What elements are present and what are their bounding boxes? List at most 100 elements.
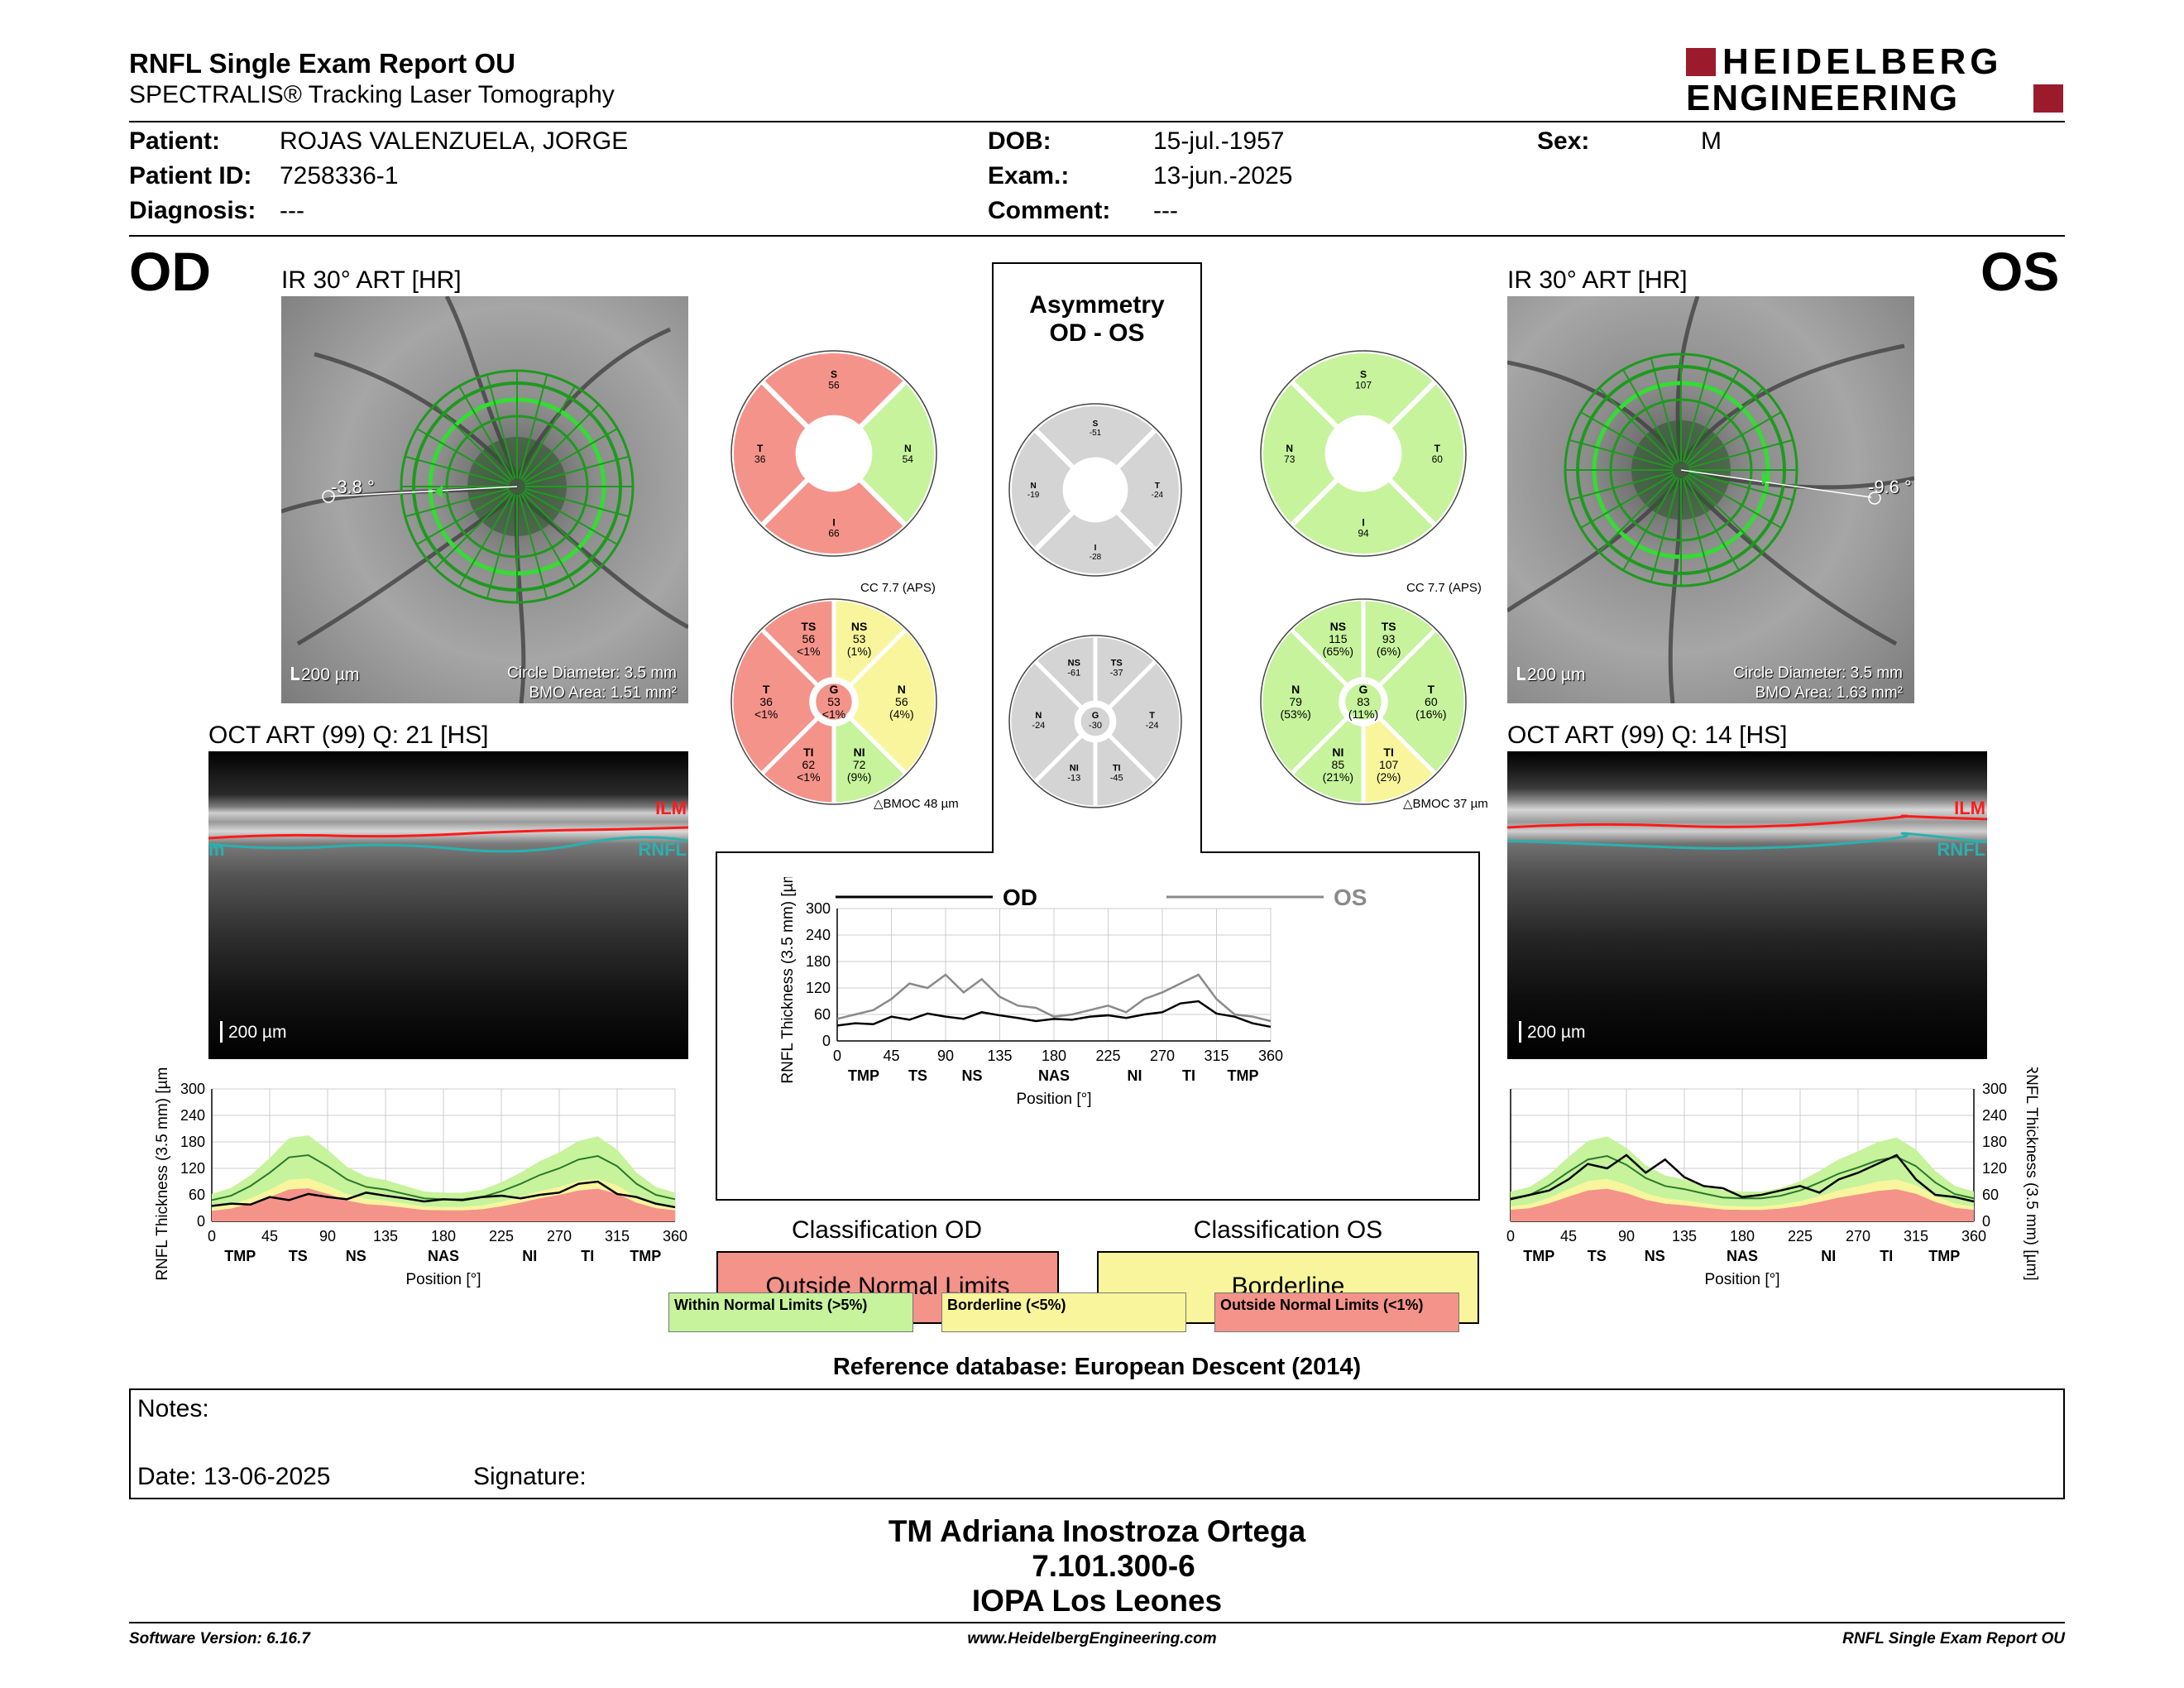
os-chart-ytick-label: 0 <box>1982 1213 1990 1230</box>
os-chart-xtick-label: 180 <box>1730 1228 1755 1244</box>
os-fundus-overlay <box>1507 296 1914 703</box>
od-chart-ytick-label: 180 <box>180 1134 205 1150</box>
asymmetry-title: Asymmetry OD - OS <box>1029 291 1165 347</box>
asym-chart-sector-label: TMP <box>848 1067 879 1084</box>
asym-chart-sector-label: TMP <box>1228 1067 1259 1084</box>
asymmetry-quadrant-i-label: I -28 <box>1090 544 1102 562</box>
od-oct-scale-label: 200 µm <box>228 1023 287 1042</box>
asym-chart-ytick-label: 240 <box>806 927 831 943</box>
os-oct-bscan: ILM RNFL 200 µm <box>1507 751 1987 1059</box>
asymmetry-sector-g <box>1076 703 1114 741</box>
od-sector-ts-label: TS 56 <1% <box>797 620 820 658</box>
os-chart-ytick-label: 120 <box>1982 1160 2007 1177</box>
od-chart-xtick-label: 225 <box>489 1228 514 1244</box>
os-chart-sector-label: TMP <box>1523 1248 1554 1264</box>
footer-website: www.HeidelbergEngineering.com <box>967 1630 1217 1647</box>
triangle-icon: △ <box>874 797 884 811</box>
legend-onl: Outside Normal Limits (<1%) <box>1214 1292 1459 1332</box>
os-chart-ytick-label: 180 <box>1982 1134 2007 1150</box>
os-chart-series-os <box>1510 1153 1975 1203</box>
os-chart-xtick-label: 225 <box>1788 1228 1813 1244</box>
os-chart-ylabel: RNFL Thickness (3.5 mm) [µm] <box>2023 1067 2040 1281</box>
od-oct-overlay <box>208 826 688 853</box>
comment-label: Comment: <box>988 197 1111 224</box>
od-chart-ytick-label: 300 <box>180 1081 205 1097</box>
od-chart-ylabel: RNFL Thickness (3.5 mm) [µm] <box>154 1067 171 1281</box>
od-chart-xtick-label: 45 <box>261 1228 278 1244</box>
os-cc-label: CC 7.7 (APS) <box>1406 581 1482 595</box>
footer-report-name: RNFL Single Exam Report OU <box>1842 1630 2065 1647</box>
od-classification-title: Classification OD <box>791 1216 983 1244</box>
os-chart-ytick-label: 60 <box>1982 1187 1999 1203</box>
os-chart-xtick-label: 90 <box>1618 1228 1635 1244</box>
os-chart-xlabel: Position [°] <box>1704 1271 1779 1288</box>
legend-os-label: OS <box>1334 885 1367 910</box>
asym-chart-ytick-label: 300 <box>806 900 831 917</box>
os-chart-sector-label: NI <box>1821 1248 1836 1264</box>
asym-chart-series-os <box>836 973 1272 1023</box>
asymmetry-sector-t-label: T -24 <box>1146 711 1159 731</box>
os-scale-label: 200 µm <box>1527 665 1586 684</box>
asymmetry-sector-g-label: G -30 <box>1089 711 1102 731</box>
os-chart-borderline-band <box>1511 1178 1974 1211</box>
od-quadrant-n-label: N 54 <box>903 443 914 465</box>
os-ilm-label: ILM <box>1954 798 1985 818</box>
os-sector-ti-label: TI 107 (2%) <box>1377 746 1401 784</box>
od-chart-sector-label: TMP <box>630 1248 661 1264</box>
os-quadrant-n-label: N 73 <box>1284 443 1296 465</box>
od-chart-normal-band <box>212 1135 675 1208</box>
notes-date: Date: 13-06-2025 <box>137 1463 331 1490</box>
asym-chart-xtick-label: 270 <box>1150 1048 1175 1064</box>
sex-value: M <box>1701 127 1722 155</box>
od-sector-chart: TS 56 <1% NS 53 (1%) N 56 (4%) NI 72 (9%) TI 62 <1% T 36… <box>729 597 939 807</box>
asym-chart-xtick-label: 135 <box>987 1048 1012 1064</box>
asym-chart-ytick-label: 60 <box>814 1006 831 1023</box>
os-chart-sector-label: TS <box>1588 1248 1607 1264</box>
signature-name: TM Adriana Inostroza Ortega <box>888 1514 1306 1548</box>
asym-chart-xtick-label: 360 <box>1258 1048 1283 1064</box>
asym-chart-series-od <box>836 1000 1272 1029</box>
od-bmo-area: BMO Area: 1.51 mm² <box>529 684 677 702</box>
os-eye-label: OS <box>1980 241 2060 302</box>
asym-chart-ytick-label: 120 <box>806 980 831 996</box>
legend-wnl: Within Normal Limits (>5%) <box>668 1292 913 1332</box>
os-chart-sector-label: TMP <box>1928 1248 1960 1264</box>
os-sector-t-label: T 60 (16%) <box>1415 683 1446 721</box>
asym-chart-sector-label: NAS <box>1038 1067 1070 1084</box>
asymmetry-sector-ts-label: TS -37 <box>1110 658 1123 678</box>
od-quadrant-i-label: I 66 <box>828 516 840 539</box>
os-chart-ytick-label: 300 <box>1982 1081 2007 1097</box>
asymmetry-quadrant-chart: S -51 N -19 I -28 T -24 <box>1007 401 1184 578</box>
signature-id: 7.101.300-6 <box>1032 1549 1195 1583</box>
os-oct-scale-label: 200 µm <box>1527 1023 1586 1042</box>
triangle-icon: △ <box>1403 797 1413 811</box>
os-quadrant-s-label: S 107 <box>1355 369 1372 391</box>
os-chart-sector-label: NS <box>1645 1248 1665 1264</box>
os-ir-title: IR 30° ART [HR] <box>1507 266 1688 294</box>
od-chart-ytick-label: 240 <box>180 1107 205 1124</box>
od-chart-sector-label: NS <box>346 1248 366 1264</box>
os-chart-sector-label: NAS <box>1727 1248 1758 1264</box>
od-fundus-image: -3.8 ° 200 µm Circle Diameter: 3.5 mm BM… <box>281 296 688 703</box>
od-ilm-label: ILM <box>655 798 687 818</box>
asym-chart-sector-label: TS <box>908 1067 927 1084</box>
dob-value: 15-jul.-1957 <box>1153 127 1285 155</box>
patient-id-label: Patient ID: <box>129 162 252 189</box>
od-chart-ytick-label: 60 <box>189 1187 205 1203</box>
od-chart-xtick-label: 315 <box>605 1228 630 1244</box>
od-oct-title: OCT ART (99) Q: 21 [HS] <box>208 722 489 749</box>
os-bmoc-label: △BMOC 37 µm <box>1403 797 1488 811</box>
comment-value: --- <box>1153 197 1178 224</box>
os-rnfl-label: RNFL <box>1937 839 1985 860</box>
od-sector-ni-label: NI 72 (9%) <box>847 746 872 784</box>
asym-chart-xtick-label: 0 <box>833 1048 841 1064</box>
os-oct-title: OCT ART (99) Q: 14 [HS] <box>1507 722 1788 749</box>
od-fundus-overlay <box>281 296 688 703</box>
heidelberg-logo: HEIDELBERG ENGINEERING <box>1686 41 2067 118</box>
patient-label: Patient: <box>129 127 221 155</box>
od-scale-bar <box>291 667 294 680</box>
os-chart-xtick-label: 360 <box>1961 1228 1986 1244</box>
sex-label: Sex: <box>1537 127 1590 155</box>
os-sector-g <box>1341 679 1386 724</box>
